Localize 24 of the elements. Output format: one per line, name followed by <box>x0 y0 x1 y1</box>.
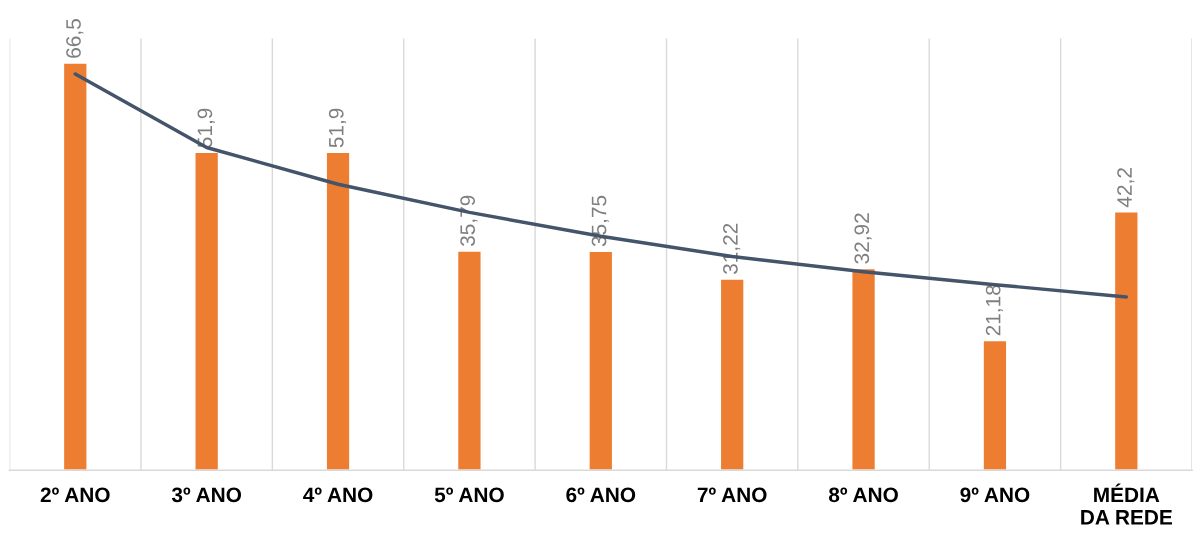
x-tick-label: 9º ANO <box>960 487 1030 503</box>
bar <box>325 151 351 471</box>
x-tick-label: 8º ANO <box>828 487 898 503</box>
bar <box>719 278 745 471</box>
data-label: 42,2 <box>1117 168 1135 208</box>
data-label: 32,92 <box>854 213 872 264</box>
bar <box>1113 211 1139 471</box>
x-tick-label: 2º ANO <box>40 487 110 503</box>
x-tick-label: 3º ANO <box>171 487 242 503</box>
data-label: 35,75 <box>591 195 609 247</box>
data-label: 66,5 <box>66 19 84 58</box>
bar <box>194 151 220 471</box>
bar <box>588 250 614 471</box>
x-tick-label: MÉDIA DA REDE <box>1081 483 1172 525</box>
data-label: 51,9 <box>328 108 347 148</box>
bar <box>456 250 482 471</box>
x-tick-label: 5º ANO <box>434 487 504 503</box>
x-tick-label: 6º ANO <box>566 487 636 503</box>
bar <box>982 339 1008 471</box>
x-tick-label: 4º ANO <box>303 487 373 503</box>
bar <box>851 267 877 471</box>
bar <box>62 62 88 471</box>
data-label: 21,18 <box>985 285 1003 336</box>
x-tick-label: 7º ANO <box>697 487 767 503</box>
